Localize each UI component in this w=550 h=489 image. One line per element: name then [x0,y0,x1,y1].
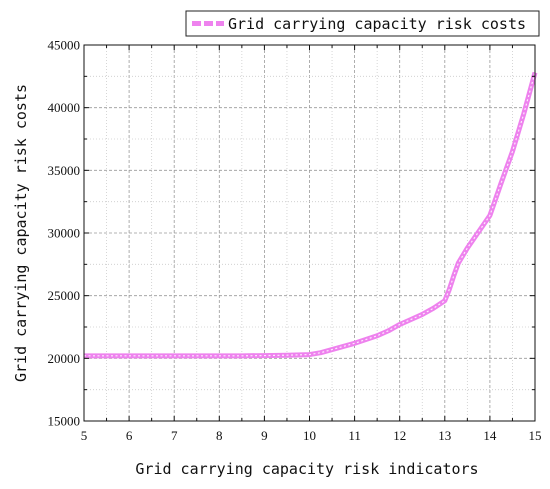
tick-labels: 5 6 7 8 9 10 11 12 13 14 15 15000 20000 25000 30000 350… [48,38,542,444]
legend-label: Grid carrying capacity risk costs [228,15,526,33]
x-tick-label: 6 [126,428,133,443]
x-tick-label: 5 [81,428,88,443]
legend: Grid carrying capacity risk costs [185,10,540,37]
y-axis-title: Grid carrying capacity risk costs [12,84,30,382]
y-tick-label: 45000 [48,38,81,53]
y-tick-label: 25000 [48,288,81,303]
x-tick-label: 9 [261,428,268,443]
x-tick-label: 7 [171,428,178,443]
x-tick-label: 15 [529,428,542,443]
x-axis-title: Grid carrying capacity risk indicators [135,460,478,478]
y-tick-label: 15000 [48,414,81,429]
x-tick-label: 11 [348,428,361,443]
legend-box [185,10,540,37]
y-tick-label: 40000 [48,100,81,115]
axes [83,44,536,422]
y-tick-label: 20000 [48,351,81,366]
x-tick-label: 8 [216,428,223,443]
grid-lines [84,45,535,421]
y-tick-label: 30000 [48,226,81,241]
x-tick-label: 14 [483,428,497,443]
series-layer [84,71,538,359]
series-line-pattern [84,72,536,357]
x-tick-label: 13 [438,428,451,443]
x-tick-label: 10 [303,428,316,443]
y-tick-label: 35000 [48,163,81,178]
x-tick-label: 12 [393,428,406,443]
